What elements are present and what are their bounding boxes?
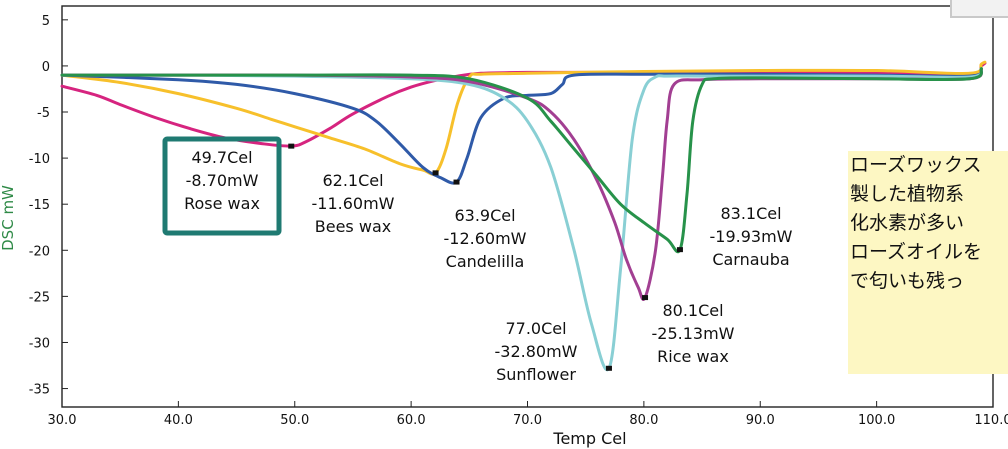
chart-series: [60, 60, 987, 372]
peak-marker: [432, 170, 439, 176]
series-line-candelilla: [60, 67, 983, 185]
window-corner-panel: [950, 0, 1008, 18]
y-tick-label: 0: [42, 60, 50, 75]
y-tick-label: -35: [29, 383, 50, 398]
peak-label-line: Sunflower: [496, 365, 576, 384]
y-tick-label: -30: [29, 336, 50, 351]
y-axis-label: DSC mW: [0, 185, 17, 251]
peak-label-line: Rice wax: [657, 347, 729, 366]
peak-label-line: -25.13mW: [652, 324, 735, 343]
peak-label-line: Candelilla: [446, 252, 525, 271]
peak-marker: [453, 179, 460, 185]
peak-label-line: Rose wax: [184, 194, 260, 213]
x-tick-label: 70.0: [513, 413, 542, 428]
peak-label-line: Bees wax: [315, 217, 391, 236]
peak-marker: [676, 247, 683, 253]
y-tick-label: -5: [37, 106, 50, 121]
series-line-carnauba: [60, 67, 983, 254]
peak-marker: [288, 143, 295, 149]
peak-markers: [288, 143, 683, 371]
peak-marker: [642, 295, 649, 301]
peak-label-line: -12.60mW: [444, 229, 527, 248]
peak-marker: [605, 365, 612, 371]
peak-annotations: 49.7Cel -8.70mW Rose wax 62.1Cel -11.60mW Bee…: [162, 136, 793, 384]
x-tick-label: 50.0: [280, 413, 309, 428]
note-line-4: ローズオイルを: [850, 241, 983, 263]
x-axis-label: Temp Cel: [552, 429, 626, 448]
series-line-bees-wax: [60, 60, 987, 176]
note-line-2: 製した植物系: [850, 183, 965, 205]
peak-label-line: -11.60mW: [312, 194, 395, 213]
series-line-rose-wax: [60, 61, 987, 148]
x-tick-label: 100.0: [858, 413, 895, 428]
x-tick-label: 80.0: [629, 413, 658, 428]
y-tick-label: 5: [42, 14, 50, 29]
peak-label-line: 63.9Cel: [454, 206, 515, 225]
note-line-5: で匂いも残っ: [850, 270, 965, 292]
peak-label-line: 77.0Cel: [505, 319, 566, 338]
japanese-note-box: ローズワックス 製した植物系 化水素が多い ローズオイルを で匂いも残っ: [848, 151, 1008, 374]
highlight-box: [162, 136, 282, 236]
x-tick-label: 110.0: [974, 413, 1008, 428]
y-tick-label: -10: [29, 152, 50, 167]
peak-label-line: 83.1Cel: [720, 204, 781, 223]
y-tick-label: -25: [29, 290, 50, 305]
y-tick-label: -20: [29, 244, 50, 259]
peak-label-line: -8.70mW: [186, 171, 259, 190]
peak-label-line: Carnauba: [712, 250, 789, 269]
peak-label-line: 62.1Cel: [322, 171, 383, 190]
peak-label-line: 80.1Cel: [662, 301, 723, 320]
note-line-1: ローズワックス: [850, 154, 982, 176]
peak-label-line: -32.80mW: [495, 342, 578, 361]
chart-axes: 30.0 40.0 50.0 60.0 70.0 80.0 90.0 100.0 110.0 5 0…: [29, 5, 1008, 428]
x-tick-label: 40.0: [164, 413, 193, 428]
x-tick-label: 30.0: [48, 413, 77, 428]
y-tick-label: -15: [29, 198, 50, 213]
peak-label-line: -19.93mW: [710, 227, 793, 246]
x-tick-label: 90.0: [746, 413, 775, 428]
note-line-3: 化水素が多い: [850, 212, 965, 234]
x-tick-label: 60.0: [397, 413, 426, 428]
peak-label-line: 49.7Cel: [191, 148, 252, 167]
